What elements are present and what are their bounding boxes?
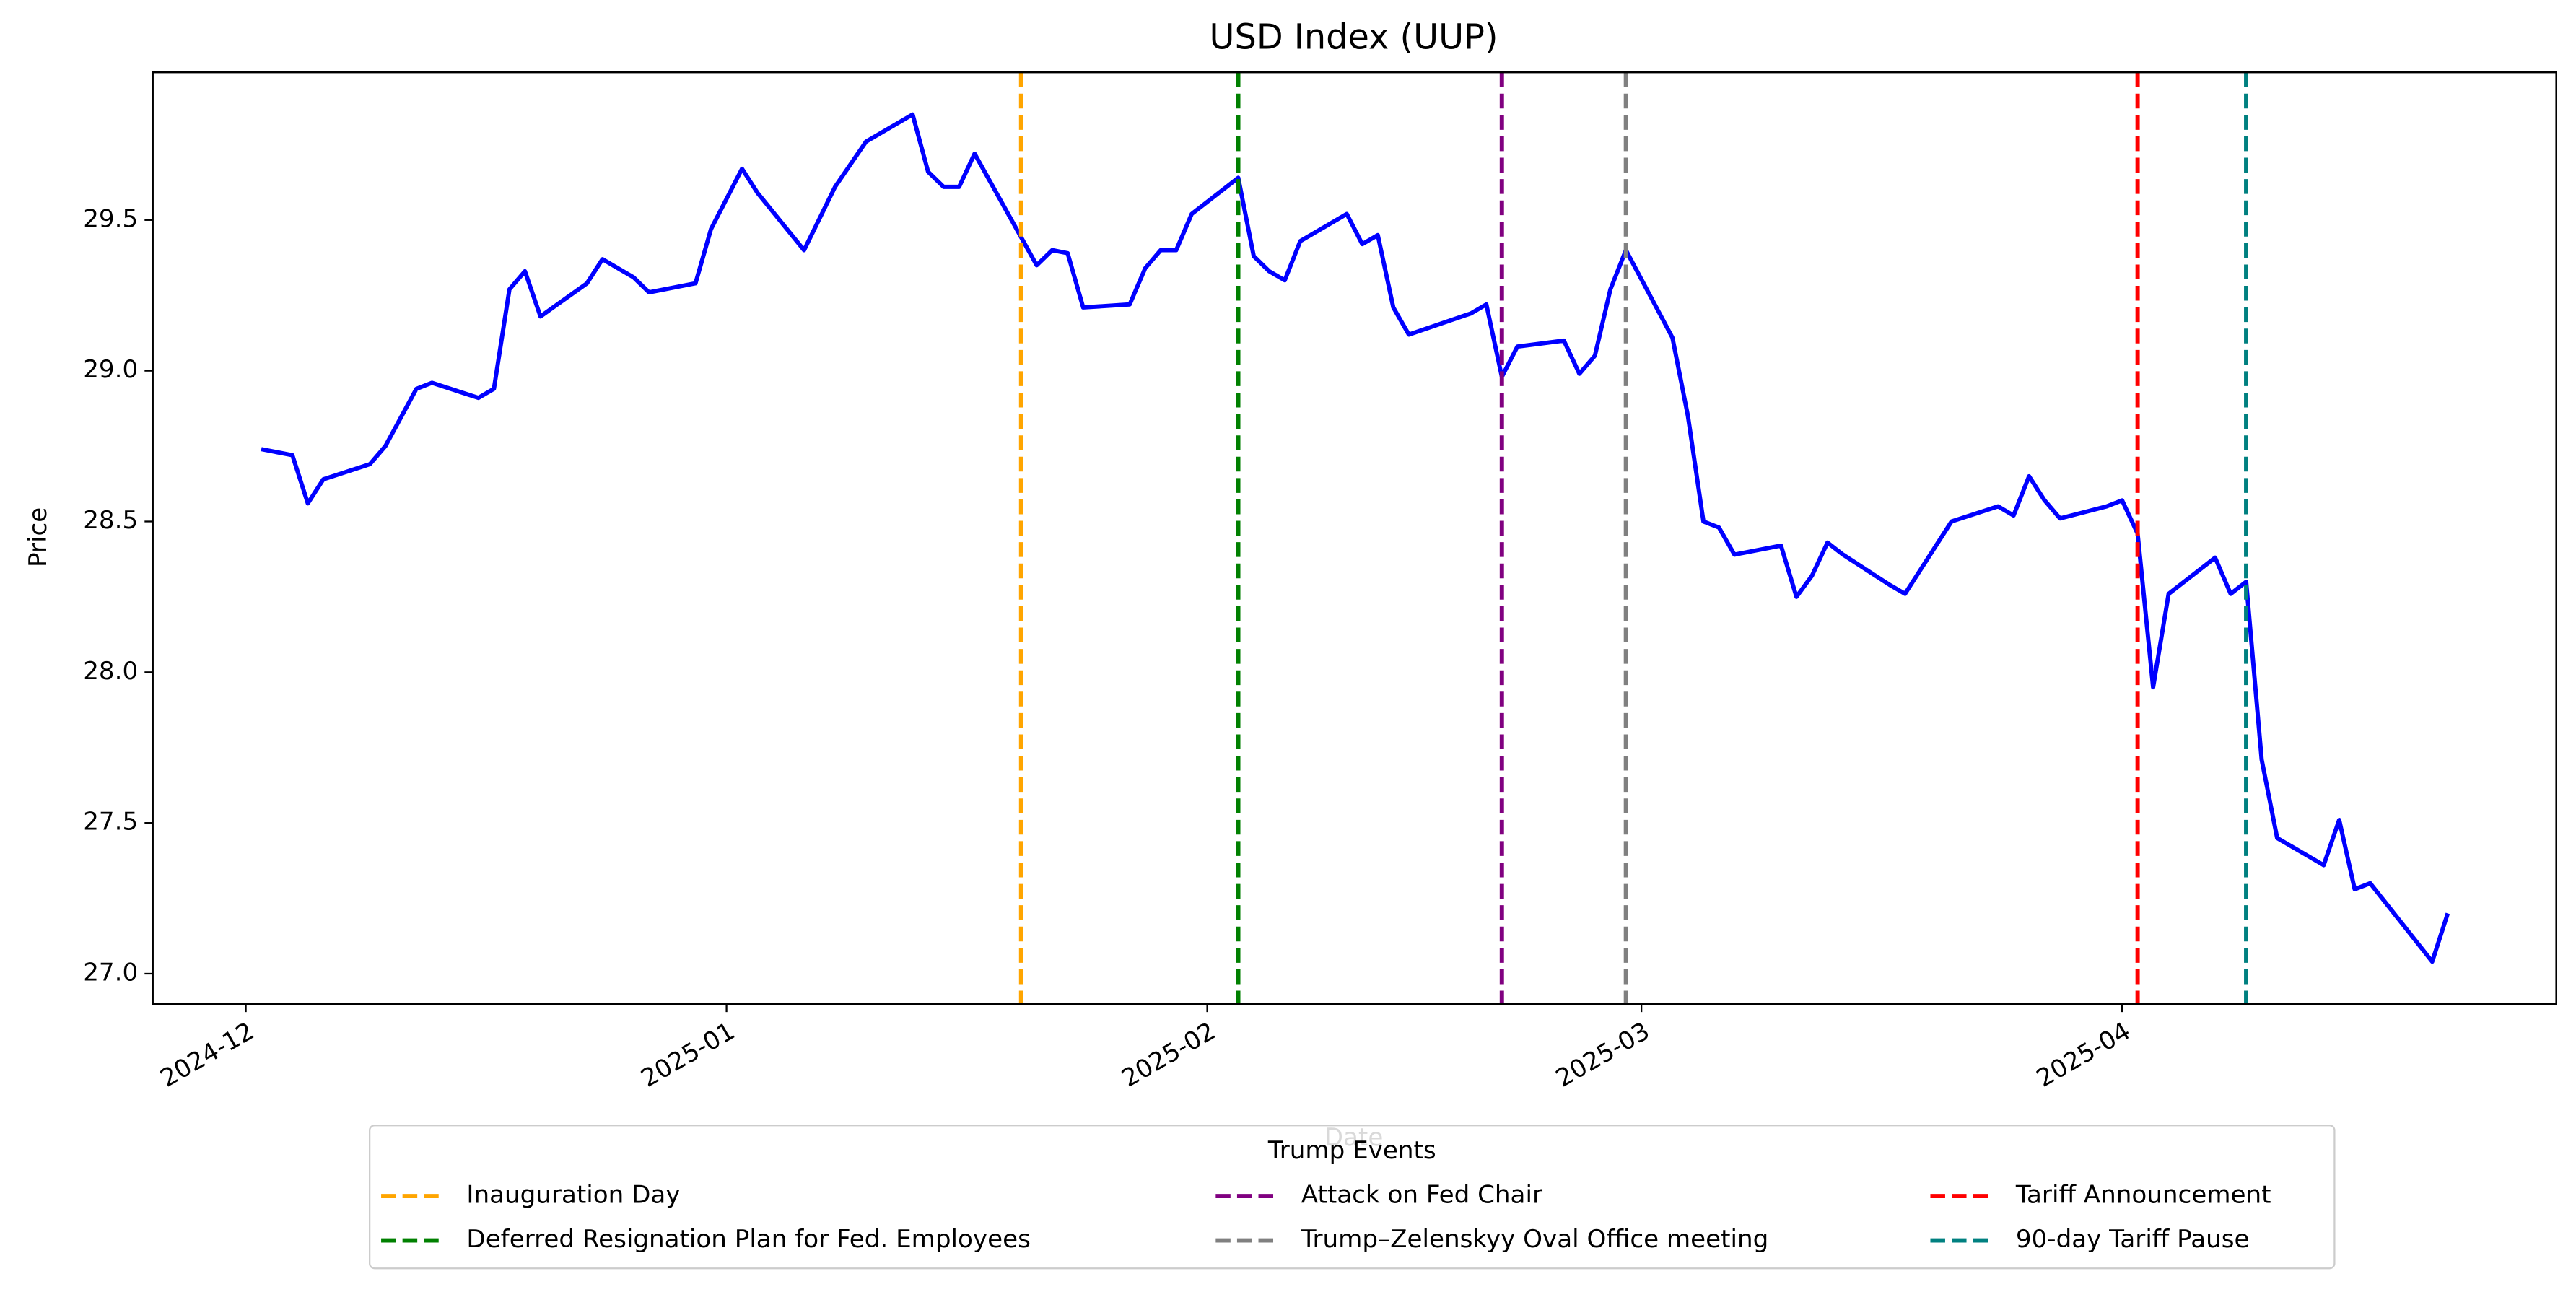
y-tick-label: 29.0 (83, 355, 138, 384)
legend-label: Inauguration Day (466, 1181, 680, 1210)
plot-frame (152, 71, 2557, 1005)
chart-title: USD Index (UUP) (1210, 18, 1498, 58)
legend-box (368, 1125, 2336, 1270)
legend-label: Deferred Resignation Plan for Fed. Emplo… (466, 1225, 1030, 1254)
legend-label: Tariff Announcement (2015, 1181, 2271, 1210)
legend-label: 90-day Tariff Pause (2016, 1225, 2250, 1254)
legend: Trump Events Inauguration Day Deferred Res… (368, 1125, 2336, 1270)
y-tick-label: 27.5 (83, 808, 138, 837)
y-tick-label: 28.0 (83, 657, 138, 686)
y-axis-label: Price (24, 507, 53, 567)
y-tick-label: 29.5 (83, 204, 138, 233)
y-tick-label: 27.0 (83, 958, 138, 987)
legend-label: Trump–Zelenskyy Oval Office meeting (1301, 1225, 1769, 1254)
legend-title: Trump Events (1267, 1136, 1436, 1165)
y-tick-label: 28.5 (83, 506, 138, 535)
legend-label: Attack on Fed Chair (1301, 1181, 1543, 1210)
price-line (261, 112, 2450, 964)
